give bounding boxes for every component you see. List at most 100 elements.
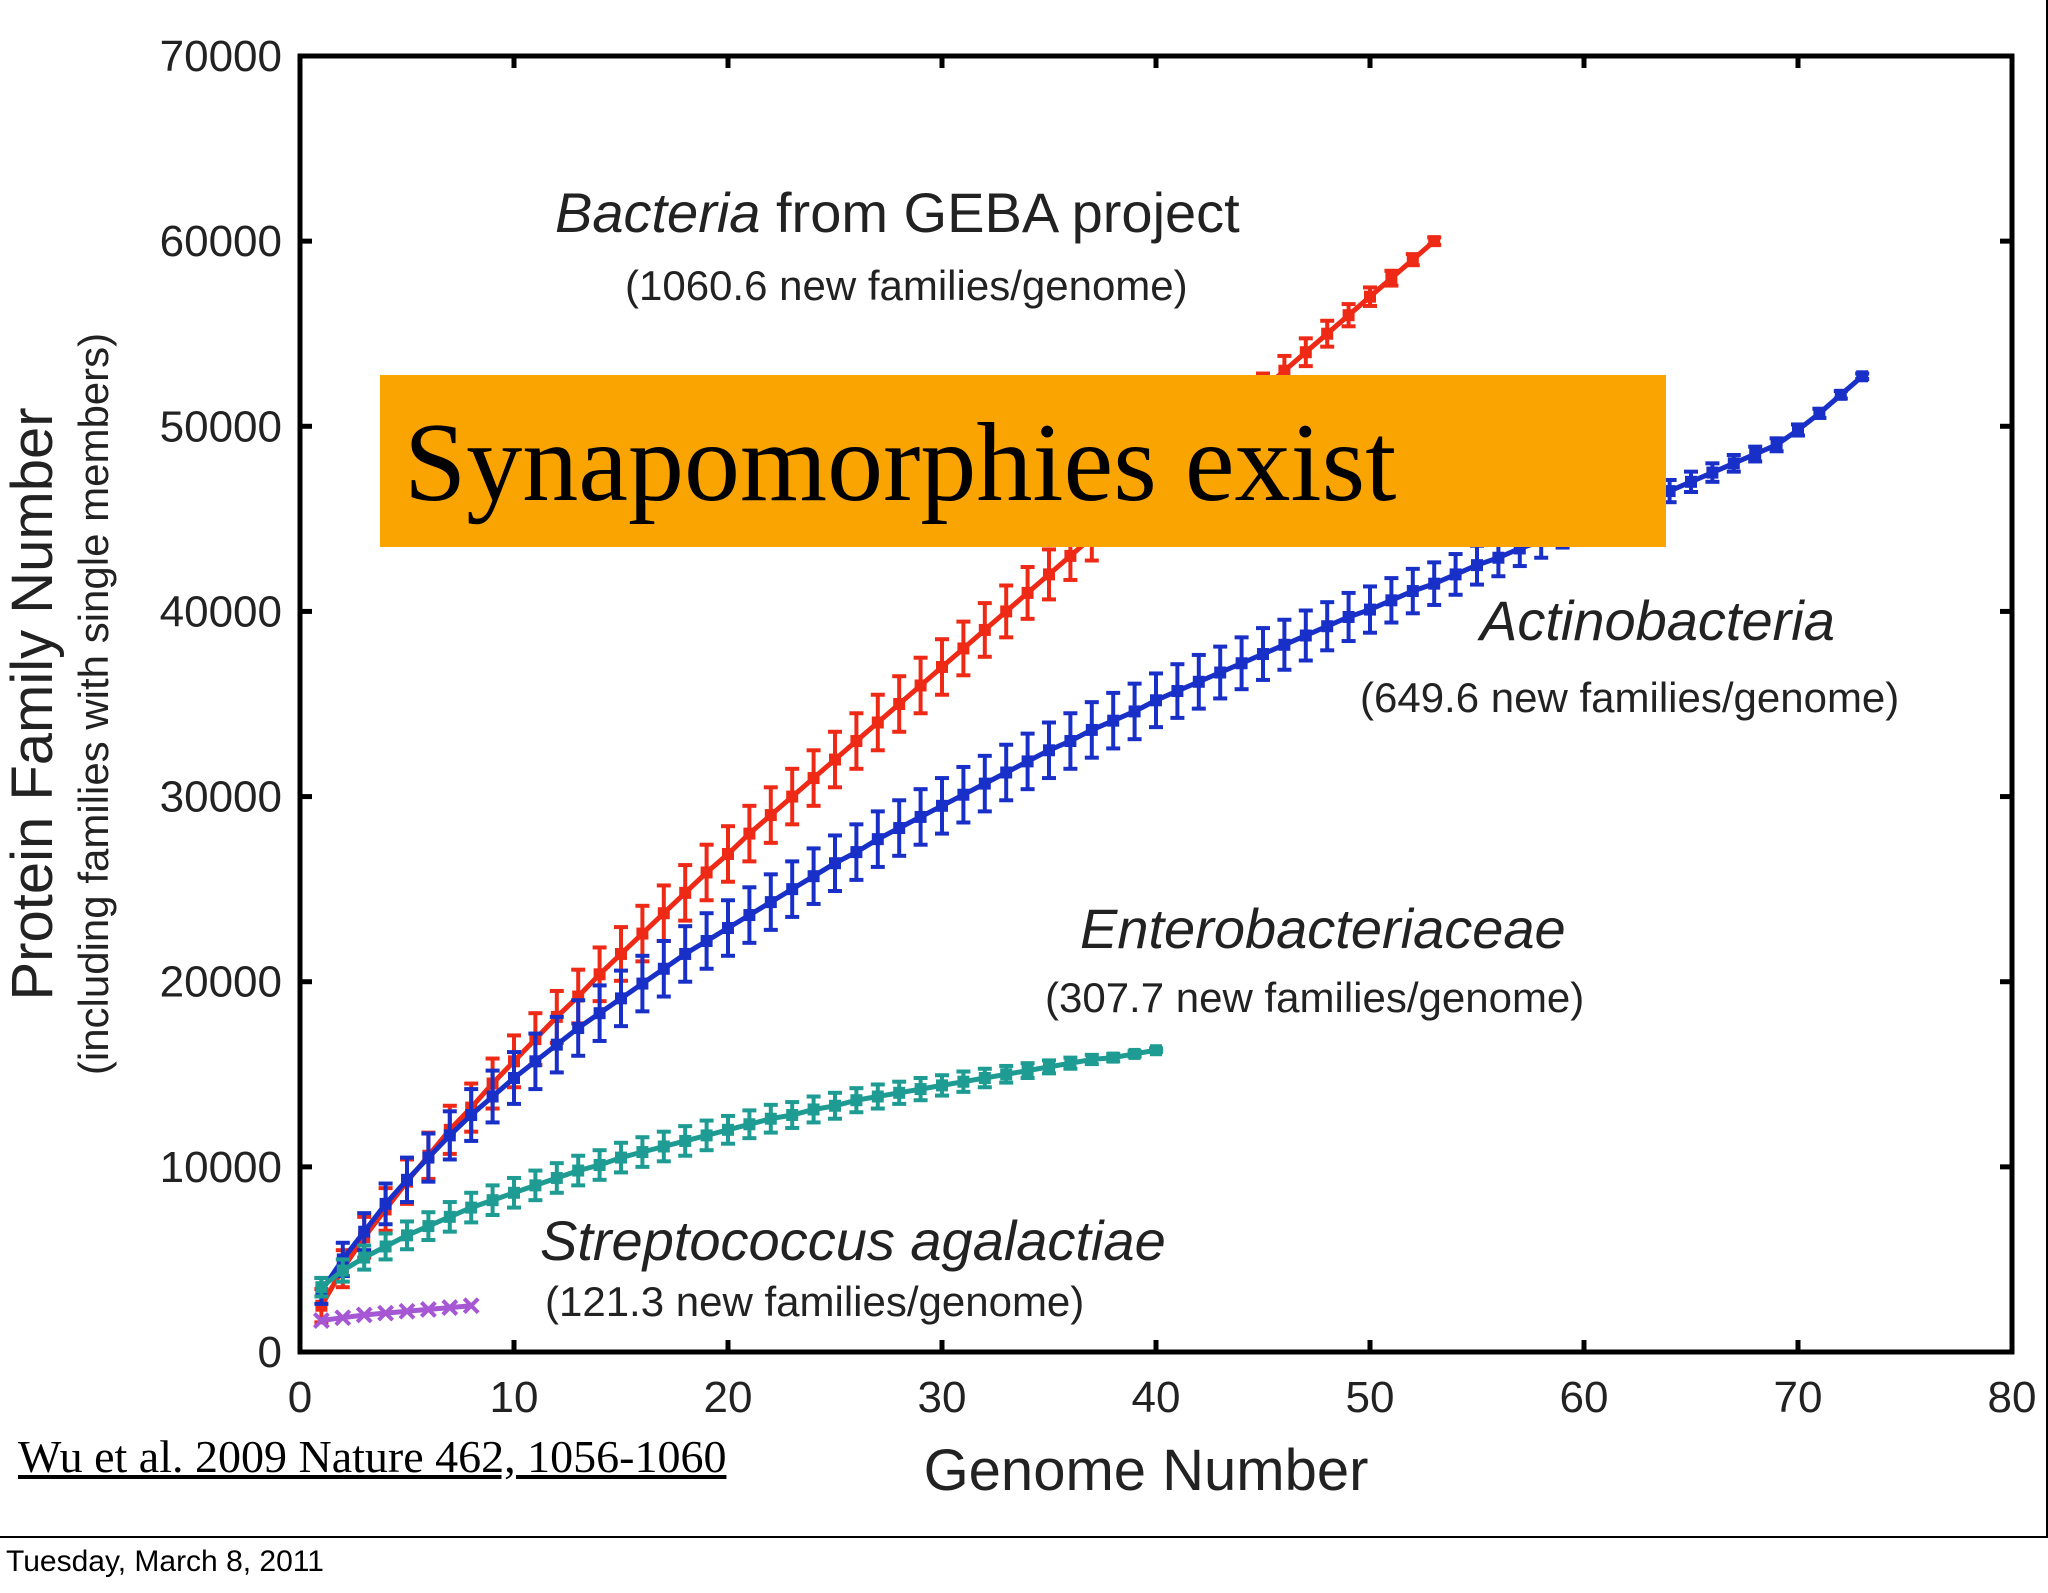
data-point <box>422 1151 435 1164</box>
data-point <box>871 1090 884 1103</box>
data-point <box>657 907 670 920</box>
data-point <box>1706 466 1719 479</box>
data-point <box>1471 559 1483 572</box>
data-point <box>1364 290 1376 303</box>
data-point <box>1727 457 1740 470</box>
data-point <box>1235 657 1248 670</box>
data-point <box>850 1094 863 1107</box>
x-tick-label: 30 <box>918 1373 967 1422</box>
data-point <box>722 1123 734 1136</box>
annotation-bacteria-rate: (1060.6 new families/genome) <box>625 262 1188 309</box>
data-point <box>936 1079 948 1092</box>
data-point <box>1278 638 1291 651</box>
data-point <box>850 846 863 859</box>
data-point <box>398 1302 416 1320</box>
data-point <box>486 1090 499 1103</box>
data-point <box>871 716 884 729</box>
data-point <box>957 642 970 655</box>
series-2 <box>314 1044 1163 1299</box>
data-point <box>443 1129 456 1142</box>
data-point <box>1021 1064 1034 1077</box>
data-point <box>657 962 670 975</box>
y-tick-label: 10000 <box>160 1143 282 1192</box>
citation-link[interactable]: Wu et al. 2009 Nature 462, 1056-1060 <box>18 1431 727 1482</box>
data-point <box>1449 568 1462 581</box>
data-point <box>593 1159 606 1172</box>
data-point <box>786 790 799 803</box>
data-point <box>358 1251 371 1264</box>
data-point <box>636 1146 649 1159</box>
data-point <box>957 788 970 801</box>
data-point <box>722 847 734 860</box>
data-point <box>441 1299 459 1316</box>
y-tick-label: 20000 <box>160 958 282 1007</box>
data-point <box>807 772 820 785</box>
data-point <box>615 1151 627 1164</box>
annotation-actinobacteria-title: Actinobacteria <box>1477 589 1835 652</box>
y-tick-label: 50000 <box>160 402 282 451</box>
data-point <box>679 886 692 899</box>
data-point <box>764 1112 777 1125</box>
annotation-enterobacteriaceae-rate: (307.7 new families/genome) <box>1045 974 1584 1021</box>
protein-family-chart: 0 10 20 30 40 50 60 70 80 0 10000 20000 30000 40000 50… <box>0 32 2037 1503</box>
data-point <box>1107 714 1120 727</box>
annotation-streptococcus-rate: (121.3 new families/genome) <box>545 1278 1084 1325</box>
data-point <box>465 1201 478 1214</box>
data-point <box>1000 605 1013 618</box>
x-tick-label: 10 <box>490 1373 539 1422</box>
data-point <box>764 896 777 909</box>
data-point <box>807 870 820 883</box>
series-line <box>319 1047 1157 1290</box>
data-point <box>1064 1057 1077 1070</box>
x-axis-label: Genome Number <box>924 1438 1369 1503</box>
data-point <box>508 1186 520 1199</box>
data-point <box>936 799 948 812</box>
data-point <box>1492 551 1505 564</box>
data-point <box>572 1164 585 1177</box>
data-point <box>722 922 734 935</box>
data-point <box>850 735 863 748</box>
data-point <box>462 1297 480 1315</box>
y-tick-label: 0 <box>258 1328 282 1377</box>
data-point <box>1685 475 1697 488</box>
data-point <box>743 827 756 840</box>
data-point <box>419 1301 437 1318</box>
data-point <box>379 1240 392 1253</box>
annotation-actinobacteria-rate: (649.6 new families/genome) <box>1360 674 1899 721</box>
series-3 <box>312 1297 480 1329</box>
data-point <box>1342 309 1355 322</box>
data-point <box>1428 577 1441 590</box>
data-point <box>1663 485 1676 498</box>
data-point <box>593 968 606 981</box>
y-tick-label: 30000 <box>160 773 282 822</box>
data-point <box>978 623 991 636</box>
data-point <box>1406 585 1419 598</box>
data-point <box>978 1071 991 1084</box>
data-point <box>377 1304 395 1322</box>
data-point <box>636 977 649 990</box>
data-point <box>355 1306 373 1324</box>
data-point <box>743 909 756 922</box>
data-point <box>1813 407 1826 420</box>
data-point <box>379 1197 392 1210</box>
data-point <box>829 1099 841 1112</box>
data-point <box>679 1134 692 1147</box>
data-point <box>572 1022 585 1034</box>
data-point <box>401 1173 413 1186</box>
banner-text: Synapomorphies exist <box>404 401 1397 525</box>
data-point <box>1150 1044 1162 1057</box>
data-point <box>1321 327 1334 340</box>
data-point <box>1257 648 1269 661</box>
data-point <box>657 1140 670 1153</box>
ticks-layer: 0 10 20 30 40 50 60 70 80 0 10000 20000 30000 40000 50… <box>160 32 2037 1422</box>
data-point <box>1064 549 1077 562</box>
x-tick-label: 60 <box>1560 1373 1609 1422</box>
data-point <box>1085 723 1098 736</box>
series-line <box>321 1303 472 1323</box>
data-point <box>829 857 841 870</box>
data-point <box>829 753 841 766</box>
annotation-streptococcus-title: Streptococcus agalactiae <box>540 1209 1166 1272</box>
x-tick-label: 70 <box>1774 1373 1823 1422</box>
data-point <box>1299 629 1312 642</box>
data-point <box>1021 586 1034 599</box>
